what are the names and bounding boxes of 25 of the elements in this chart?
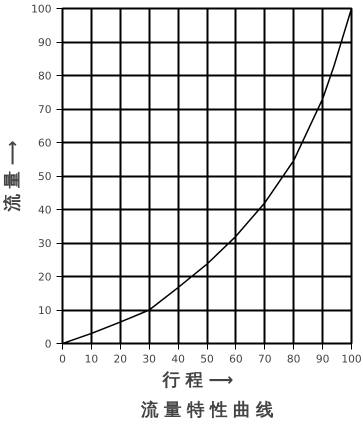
x-tick-label: 20 bbox=[114, 352, 128, 366]
y-tick-label: 100 bbox=[31, 2, 52, 16]
x-tick-label: 60 bbox=[229, 352, 243, 366]
x-tick-label: 10 bbox=[84, 352, 98, 366]
x-tick-label: 50 bbox=[200, 352, 214, 366]
x-tick-label: 40 bbox=[171, 352, 186, 366]
x-tick-label: 30 bbox=[142, 352, 156, 366]
x-axis-title: 行 程 ⟶ bbox=[161, 370, 234, 390]
x-tick-label: 90 bbox=[316, 352, 330, 366]
y-tick-label: 60 bbox=[38, 136, 52, 150]
y-tick-label: 40 bbox=[38, 204, 52, 216]
y-tick-label: 50 bbox=[38, 170, 52, 183]
y-tick-label: 90 bbox=[38, 36, 52, 49]
x-tick-label: 70 bbox=[258, 352, 272, 366]
x-tick-label: 0 bbox=[59, 352, 66, 366]
x-tick-label: 80 bbox=[286, 352, 301, 366]
y-tick-label: 80 bbox=[38, 70, 52, 82]
y-tick-label: 20 bbox=[38, 270, 52, 284]
text: 流 量 特 性 曲 线 bbox=[140, 400, 274, 420]
y-tick-label: 70 bbox=[38, 103, 52, 116]
y-axis-title: 流 量 ⟶ bbox=[3, 140, 24, 212]
x-tick-label: 100 bbox=[341, 352, 362, 366]
y-tick-label: 0 bbox=[44, 338, 52, 350]
y-tick-label: 10 bbox=[38, 304, 52, 317]
y-tick-label: 30 bbox=[38, 237, 52, 250]
